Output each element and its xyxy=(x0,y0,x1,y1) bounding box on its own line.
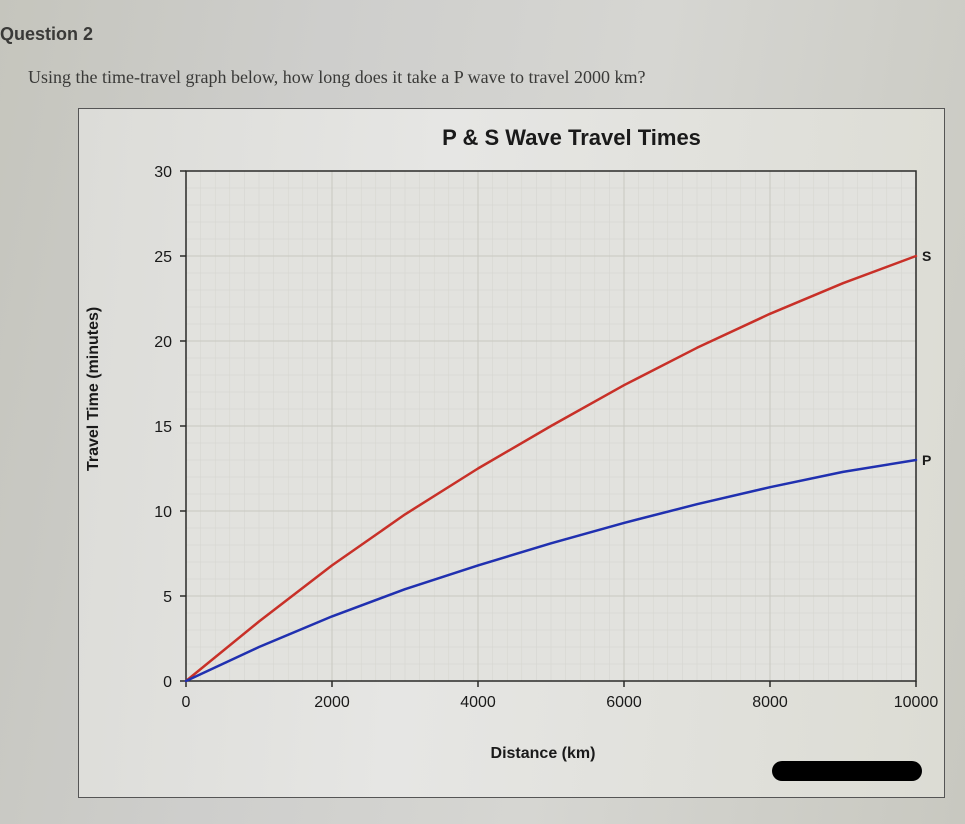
svg-text:8000: 8000 xyxy=(752,694,788,711)
svg-text:P: P xyxy=(922,452,931,468)
chart-area: Travel Time (minutes) 051015202530020004… xyxy=(91,161,932,761)
svg-text:4000: 4000 xyxy=(460,694,496,711)
svg-text:10000: 10000 xyxy=(894,694,939,711)
svg-text:5: 5 xyxy=(163,589,172,606)
question-text: Using the time-travel graph below, how l… xyxy=(0,67,965,88)
svg-text:10: 10 xyxy=(154,504,172,521)
chart-container: P & S Wave Travel Times Travel Time (min… xyxy=(78,108,945,798)
svg-text:20: 20 xyxy=(154,334,172,351)
svg-text:6000: 6000 xyxy=(606,694,642,711)
chart-title: P & S Wave Travel Times xyxy=(211,125,932,151)
x-axis-label: Distance (km) xyxy=(491,745,596,763)
chart-svg: 0 5 10 15 20 25 30 0 2000 4000 6000 8000 10000 S P xyxy=(91,161,951,761)
svg-text:0: 0 xyxy=(163,674,172,691)
svg-text:0: 0 xyxy=(182,694,191,711)
svg-text:30: 30 xyxy=(154,164,172,181)
redaction-mark xyxy=(772,761,922,781)
svg-text:25: 25 xyxy=(154,249,172,266)
svg-text:2000: 2000 xyxy=(314,694,350,711)
svg-text:15: 15 xyxy=(154,419,172,436)
question-header: Question 2 xyxy=(0,24,965,45)
svg-text:S: S xyxy=(922,248,931,264)
